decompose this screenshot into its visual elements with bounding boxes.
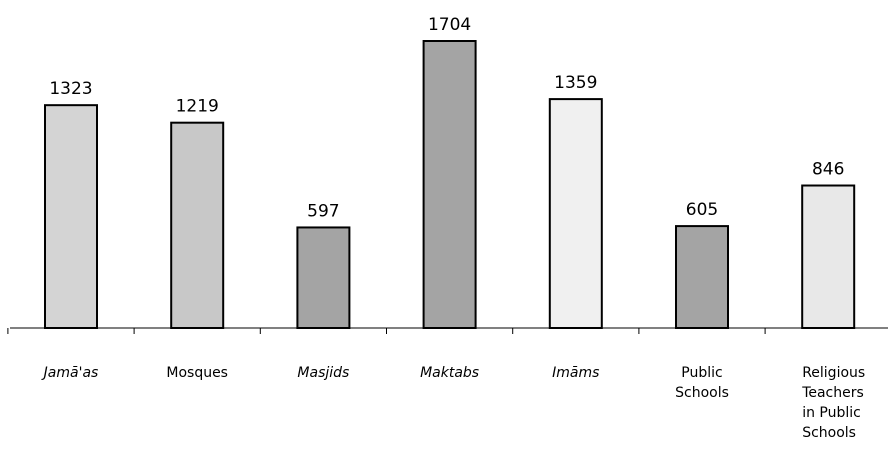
bars-group: [44, 40, 856, 330]
data-label: 597: [307, 201, 339, 221]
data-label: 846: [812, 160, 844, 180]
value-labels-group: 1323 1219 597 1704 1359 605 846: [49, 15, 844, 221]
bar: [548, 98, 603, 329]
x-axis: [7, 327, 888, 334]
bar: [422, 40, 477, 329]
x-tick-label: Maktabs: [420, 365, 480, 381]
x-tick-label: Religious Teachers in Public Schools: [802, 365, 866, 441]
bar: [296, 226, 351, 329]
x-tick-label: Public Schools: [675, 365, 729, 401]
bar: [44, 104, 98, 329]
data-label: 605: [686, 200, 718, 220]
x-tick-label: Masjids: [297, 365, 350, 381]
data-label: 1359: [554, 73, 597, 93]
bar: [801, 184, 856, 329]
bar: [170, 121, 225, 329]
data-label: 1219: [176, 97, 219, 117]
x-tick-label: Mosques: [166, 365, 228, 381]
x-tick-label: Imāms: [552, 365, 600, 381]
x-tick-label: Jamā'as: [43, 365, 99, 381]
bar: [675, 225, 729, 330]
data-label: 1704: [428, 15, 471, 35]
data-label: 1323: [49, 79, 92, 99]
